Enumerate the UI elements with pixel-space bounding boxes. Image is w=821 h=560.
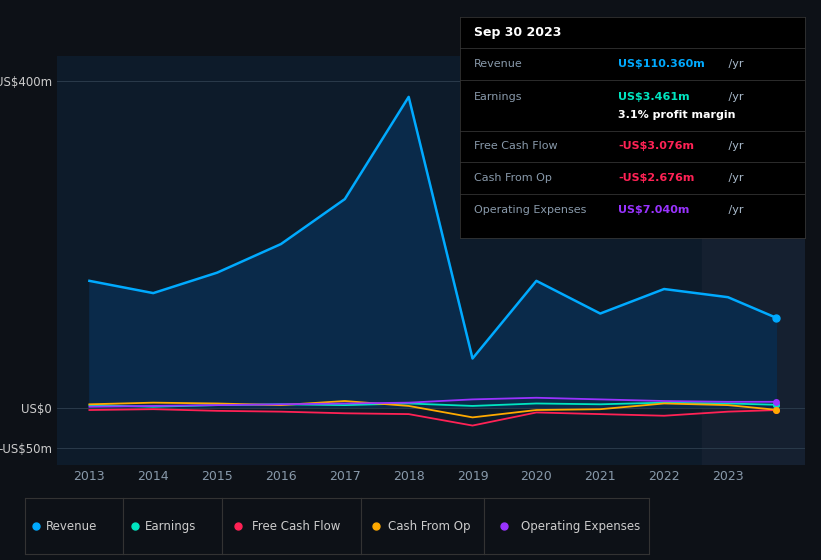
Text: -US$2.676m: -US$2.676m [618,173,695,183]
Text: Operating Expenses: Operating Expenses [521,520,640,533]
Text: Cash From Op: Cash From Op [474,173,552,183]
Text: Cash From Op: Cash From Op [388,520,470,533]
Text: /yr: /yr [725,141,744,151]
Text: /yr: /yr [725,59,744,69]
Text: US$3.461m: US$3.461m [618,92,690,102]
Text: Operating Expenses: Operating Expenses [474,204,586,214]
Text: US$7.040m: US$7.040m [618,204,690,214]
Text: 3.1% profit margin: 3.1% profit margin [618,110,736,120]
Text: Revenue: Revenue [46,520,98,533]
Text: -US$3.076m: -US$3.076m [618,141,695,151]
Text: Earnings: Earnings [474,92,522,102]
Text: Sep 30 2023: Sep 30 2023 [474,26,561,39]
Bar [703,56,805,465]
Text: /yr: /yr [725,92,744,102]
Text: Free Cash Flow: Free Cash Flow [474,141,557,151]
Text: /yr: /yr [725,173,744,183]
Text: Earnings: Earnings [144,520,196,533]
Text: US$110.360m: US$110.360m [618,59,705,69]
Text: Revenue: Revenue [474,59,522,69]
Text: Free Cash Flow: Free Cash Flow [252,520,341,533]
Text: /yr: /yr [725,204,744,214]
